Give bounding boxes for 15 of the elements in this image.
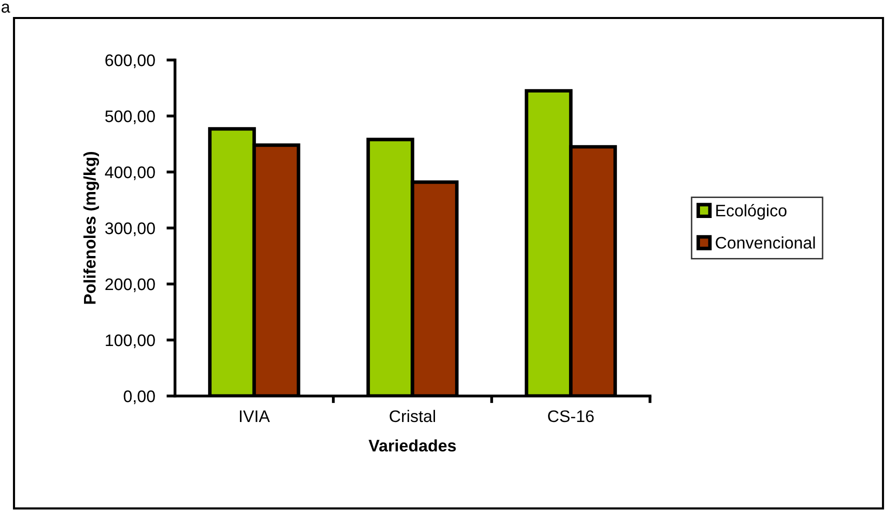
legend-label: Ecológico [716,204,786,220]
y-tick-label: 100,00 [106,334,155,348]
y-tick-label: 400,00 [104,166,155,180]
legend-label: Convencional [716,236,815,249]
x-axis-title: Variedades [368,439,456,452]
y-tick-label: 500,00 [105,110,155,124]
y-axis-title: Polifenoles (mg/kg) [83,152,100,304]
x-tick-label: IVIA [240,410,270,422]
y-tick-label: 300,00 [105,222,155,236]
x-tick-label: CS-16 [548,410,594,422]
text: a [2,4,10,13]
x-tick-label: Cristal [390,410,435,422]
y-tick-label: 0,00 [124,390,155,404]
y-tick-label: 200,00 [105,278,155,292]
y-tick-label: 600,00 [105,54,155,68]
